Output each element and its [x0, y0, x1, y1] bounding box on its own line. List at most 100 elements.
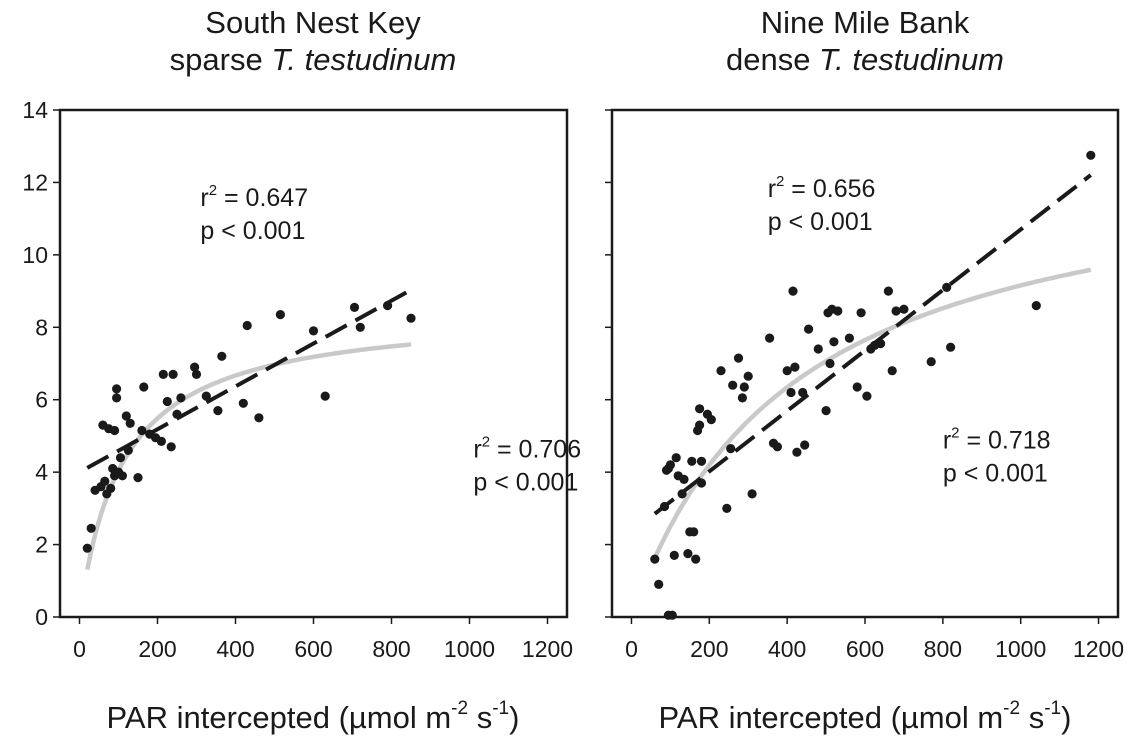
data-point	[125, 418, 135, 428]
data-point	[162, 396, 172, 407]
x-tick-label: 600	[846, 636, 884, 662]
x-tick-label: 1000	[444, 636, 495, 662]
data-point	[158, 369, 168, 379]
data-point	[695, 420, 705, 430]
panel-subtitle-plain: dense	[726, 42, 819, 77]
data-point	[876, 339, 886, 349]
data-point	[110, 425, 120, 436]
data-point	[679, 474, 689, 484]
y-tick-label: 0	[35, 604, 48, 630]
y-tick-label: 8	[35, 314, 48, 340]
data-point	[254, 413, 264, 423]
data-point	[168, 369, 178, 379]
x-tick-label: 1200	[522, 636, 573, 662]
data-point	[691, 554, 701, 564]
panel-title: Nine Mile Bank	[761, 5, 970, 40]
x-tick-label: 200	[138, 636, 176, 662]
panel-subtitle-italic: T. testudinum	[271, 42, 456, 77]
data-point	[137, 425, 147, 436]
data-point	[121, 411, 131, 421]
data-point	[804, 324, 814, 334]
data-point	[191, 369, 202, 379]
stat-annotation-linear: r2 = 0.647 p < 0.001	[200, 182, 308, 245]
y-tick-label: 4	[35, 459, 48, 485]
x-tick-label: 800	[924, 636, 962, 662]
data-point	[667, 610, 677, 620]
data-point	[946, 342, 956, 352]
data-point	[747, 489, 757, 499]
data-point	[112, 393, 122, 403]
data-point	[926, 357, 936, 367]
data-point	[792, 447, 802, 457]
scatter-points	[650, 150, 1096, 620]
data-point	[650, 554, 660, 564]
y-tick-label: 6	[35, 387, 48, 413]
plot-frame	[58, 108, 569, 619]
data-point	[786, 387, 796, 398]
scatter-points	[82, 301, 416, 553]
stat-r-squared: r2 = 0.706	[473, 434, 581, 464]
data-point	[100, 476, 110, 486]
data-point	[728, 380, 738, 390]
data-point	[942, 282, 952, 292]
data-point	[139, 382, 149, 392]
data-point	[800, 440, 810, 450]
x-tick-label: 1200	[1073, 636, 1124, 662]
data-point	[238, 398, 248, 408]
data-point	[82, 543, 92, 553]
data-point	[772, 442, 783, 452]
data-point	[156, 436, 166, 446]
data-point	[833, 306, 843, 316]
x-tick-label: 600	[294, 636, 332, 662]
data-point	[665, 460, 676, 470]
panel-south-nest-key: South Nest Key sparse T. testudinum 0 2 4 6…	[22, 5, 581, 735]
data-point	[852, 382, 862, 392]
stat-r-squared: r2 = 0.656	[768, 173, 876, 203]
panel-subtitle-italic: T. testudinum	[819, 42, 1004, 77]
stat-annotation-linear: r2 = 0.656 p < 0.001	[768, 173, 876, 236]
data-point	[726, 444, 736, 454]
stat-annotation-curve: r2 = 0.718 p < 0.001	[943, 425, 1051, 488]
data-point	[383, 301, 393, 311]
data-point	[275, 310, 285, 320]
data-point	[891, 306, 901, 316]
stat-r-squared: r2 = 0.647	[200, 182, 308, 212]
data-point	[201, 391, 211, 401]
data-point	[190, 362, 200, 372]
data-point	[166, 442, 176, 452]
data-point	[112, 384, 122, 394]
data-point	[176, 393, 186, 403]
data-point	[821, 406, 831, 416]
data-point	[733, 353, 744, 363]
x-tick-label: 400	[768, 636, 806, 662]
stat-p-value: p < 0.001	[768, 208, 873, 236]
data-point	[813, 344, 823, 354]
data-point	[115, 453, 126, 463]
data-point	[671, 453, 681, 463]
data-point	[308, 326, 319, 336]
data-point	[123, 445, 133, 455]
data-point	[695, 404, 705, 414]
data-point	[844, 333, 855, 343]
data-point	[687, 456, 697, 466]
data-point	[829, 337, 839, 347]
data-point	[217, 351, 227, 361]
x-axis-label: PAR intercepted (µmol m-2 s-1)	[659, 698, 1072, 735]
x-tick-label: 0	[73, 636, 86, 662]
data-point	[677, 489, 687, 499]
x-tick-label: 0	[625, 636, 638, 662]
data-point	[1031, 301, 1041, 311]
data-point	[213, 406, 223, 416]
data-point	[743, 371, 753, 381]
panel-subtitle: dense T. testudinum	[726, 42, 1004, 77]
data-point	[689, 527, 699, 537]
stat-r-squared: r2 = 0.718	[943, 425, 1051, 455]
data-point	[106, 483, 116, 493]
x-tick-label: 1000	[995, 636, 1046, 662]
data-point	[117, 471, 127, 481]
panel-subtitle-plain: sparse	[170, 42, 272, 77]
y-tick-label: 10	[22, 242, 48, 268]
x-tick-label: 800	[372, 636, 410, 662]
x-axis: 0 200 400 600 800 1000 1200	[625, 617, 1124, 662]
